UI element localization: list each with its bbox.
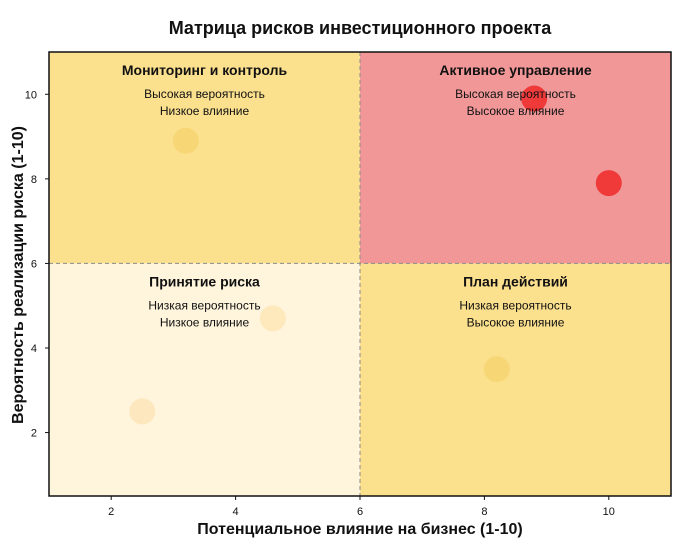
quadrant-title-monitoring: Мониторинг и контроль [122, 62, 288, 78]
quadrant-line1-accept: Низкая вероятность [148, 298, 260, 312]
x-axis-label: Потенциальное влияние на бизнес (1-10) [197, 521, 522, 538]
risk-point-6 [483, 356, 510, 383]
risk-point-4 [259, 305, 286, 332]
quadrant-active [360, 52, 671, 264]
quadrant-labels-layer: Мониторинг и контроль Высокая вероятность… [122, 62, 592, 329]
dividers-layer [49, 52, 671, 496]
y-tick-label-8: 8 [31, 174, 37, 186]
quadrant-plan [360, 263, 671, 496]
quadrant-accept [49, 263, 360, 496]
y-axis-ticks: 2 4 6 8 10 [25, 89, 49, 440]
quadrant-monitoring [49, 52, 360, 264]
quadrant-line2-monitoring: Низкое влияние [160, 104, 250, 118]
quadrant-title-plan: План действий [463, 273, 568, 289]
chart-title: Матрица рисков инвестиционного проекта [169, 18, 553, 38]
quadrant-line2-active: Высокое влияние [467, 104, 565, 118]
x-tick-label-4: 4 [233, 506, 239, 518]
x-tick-label-2: 2 [108, 506, 114, 518]
y-axis-label: Вероятность реализации риска (1-10) [10, 126, 27, 424]
quadrant-line2-accept: Низкое влияние [160, 315, 250, 329]
quadrant-line1-plan: Низкая вероятность [459, 298, 571, 312]
risk-point-3 [595, 170, 622, 197]
quadrant-title-accept: Принятие риска [149, 273, 260, 289]
x-axis-ticks: 2 4 6 8 10 [108, 496, 615, 518]
risk-point-5 [129, 398, 156, 425]
quadrant-line2-plan: Высокое влияние [467, 315, 565, 329]
quadrants-layer [49, 52, 671, 496]
y-tick-label-10: 10 [25, 89, 37, 101]
points-layer [129, 85, 622, 425]
x-tick-label-6: 6 [357, 506, 363, 518]
y-tick-label-2: 2 [31, 428, 37, 440]
risk-point-1 [172, 127, 199, 154]
quadrant-title-active: Активное управление [439, 62, 591, 78]
x-tick-label-10: 10 [603, 506, 615, 518]
x-tick-label-8: 8 [481, 506, 487, 518]
risk-point-2 [521, 85, 548, 112]
y-tick-label-6: 6 [31, 258, 37, 270]
y-tick-label-4: 4 [31, 343, 37, 355]
quadrant-line1-monitoring: Высокая вероятность [144, 87, 265, 101]
quadrant-line1-active: Высокая вероятность [455, 87, 576, 101]
